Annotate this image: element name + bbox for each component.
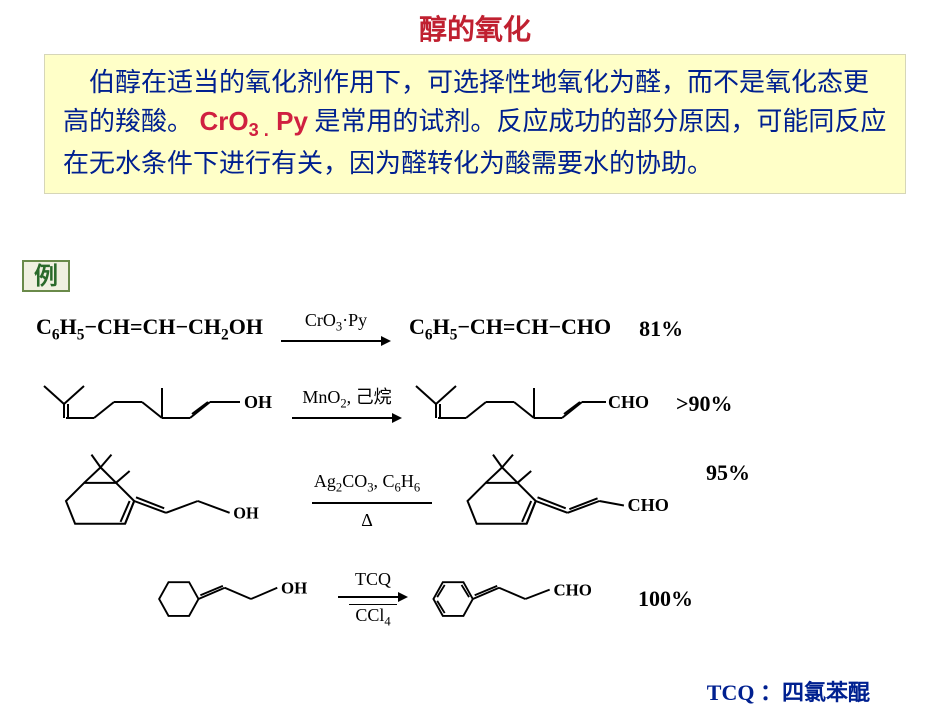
footer-abbrev: TCQ: [707, 680, 755, 705]
description-box: 伯醇在适当的氧化剂作用下，可选择性地氧化为醛，而不是氧化态更高的羧酸。 CrO3…: [44, 54, 906, 194]
rxn1-yield: 81%: [639, 316, 683, 342]
svg-text:CHO: CHO: [553, 580, 591, 599]
rxn2-reagent-top: MnO2, 己烷: [302, 383, 391, 412]
reactions-panel: C6H5−CH=CH−CH2OH CrO3·Py C6H5−CH=CH−CHO …: [36, 302, 916, 638]
svg-text:CHO: CHO: [608, 392, 649, 412]
rxn2-product-structure: CHO: [408, 374, 658, 434]
rxn4-start-structure: OH: [136, 569, 336, 629]
arrow-icon: [302, 496, 432, 510]
desc-reagent: CrO3 . Py: [200, 106, 308, 136]
reaction-3: OH Ag2CO3, C6H6 Δ CHO 95%: [36, 442, 916, 560]
rxn3-start-structure: OH: [36, 451, 296, 551]
example-badge: 例: [22, 260, 70, 292]
rxn1-start: C6H5−CH=CH−CH2OH: [36, 314, 263, 344]
arrow-icon: [338, 590, 408, 604]
reaction-4: OH TCQ CCl4 CHO 100%: [136, 564, 916, 634]
reaction-2: OH MnO2, 己烷 CHO >90%: [36, 370, 916, 438]
rxn1-product: C6H5−CH=CH−CHO: [409, 314, 611, 344]
rxn3-yield: 95%: [706, 460, 750, 486]
rxn2-arrow: MnO2, 己烷: [286, 383, 408, 426]
rxn4-yield: 100%: [638, 586, 693, 612]
svg-text:OH: OH: [281, 578, 307, 597]
rxn2-yield: >90%: [676, 391, 733, 417]
footer-sep: ：: [754, 680, 782, 705]
footer-note: TCQ ：四氯苯醌: [707, 675, 870, 707]
arrow-icon: [292, 411, 402, 425]
rxn2-start-structure: OH: [36, 374, 286, 434]
reaction-1: C6H5−CH=CH−CH2OH CrO3·Py C6H5−CH=CH−CHO …: [36, 302, 916, 356]
svg-text:OH: OH: [244, 392, 272, 412]
rxn3-reagent-bot: Δ: [361, 510, 373, 531]
rxn4-arrow: TCQ CCl4: [336, 569, 410, 630]
rxn3-reagent-top: Ag2CO3, C6H6: [314, 471, 420, 496]
rxn1-reagent-top: CrO3·Py: [305, 310, 367, 335]
svg-text:OH: OH: [233, 503, 259, 522]
page-title: 醇的氧化: [0, 0, 950, 54]
rxn3-arrow: Ag2CO3, C6H6 Δ: [296, 471, 438, 531]
rxn4-reagent-top: TCQ: [355, 569, 391, 590]
footer-full: 四氯苯醌: [782, 680, 870, 705]
rxn4-reagent-bot: CCl4: [349, 604, 397, 630]
svg-text:CHO: CHO: [628, 495, 669, 515]
rxn4-product-structure: CHO: [410, 569, 620, 629]
rxn1-arrow: CrO3·Py: [275, 310, 397, 349]
rxn3-product-structure: CHO: [438, 451, 688, 551]
arrow-icon: [281, 334, 391, 348]
